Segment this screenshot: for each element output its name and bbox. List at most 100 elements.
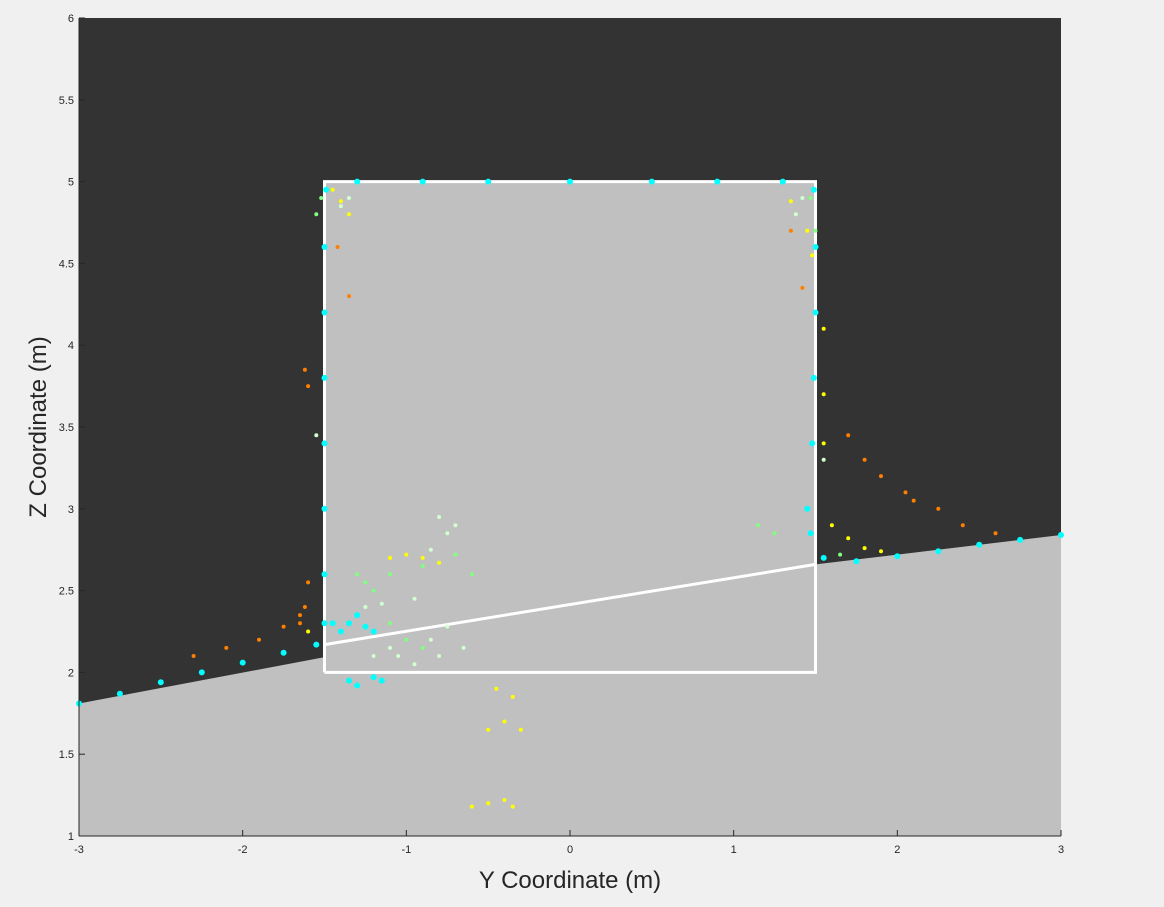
point xyxy=(306,580,311,585)
point xyxy=(445,624,450,629)
point xyxy=(821,326,826,331)
point xyxy=(510,694,515,699)
point xyxy=(321,440,328,447)
point xyxy=(354,178,361,185)
y-tick-label: 3 xyxy=(68,504,74,516)
point xyxy=(800,285,805,290)
point xyxy=(486,727,491,732)
y-tick-label: 3.5 xyxy=(59,422,74,434)
point xyxy=(813,228,818,233)
point xyxy=(347,294,351,299)
point xyxy=(567,178,573,185)
point xyxy=(388,555,392,560)
point xyxy=(302,605,307,609)
point xyxy=(800,196,805,200)
point xyxy=(396,654,401,658)
point xyxy=(371,654,376,658)
y-tick-label: 4.5 xyxy=(59,258,74,270)
point xyxy=(879,549,883,554)
point xyxy=(821,457,826,462)
x-tick-label: 3 xyxy=(1058,844,1064,856)
point xyxy=(911,498,916,503)
x-tick-label: -3 xyxy=(74,844,84,856)
point xyxy=(894,553,901,560)
y-axis-label: Z Coordinate (m) xyxy=(25,336,52,517)
point xyxy=(993,531,998,536)
point xyxy=(347,196,351,200)
point xyxy=(321,309,328,316)
point xyxy=(281,624,286,629)
point xyxy=(805,228,810,233)
point xyxy=(329,620,336,627)
point xyxy=(960,523,965,528)
y-axis: 1 1.5 2 2.5 3 3.5 4 4.5 5 5.5 6 xyxy=(59,13,85,843)
point xyxy=(323,186,330,193)
y-tick-label: 2 xyxy=(68,667,74,679)
point xyxy=(224,645,229,650)
point xyxy=(321,244,328,250)
reference-slope xyxy=(324,562,816,647)
point xyxy=(198,669,205,676)
point xyxy=(354,612,361,619)
point xyxy=(437,654,442,658)
y-tick-label: 5.5 xyxy=(59,95,74,107)
x-axis: -3 -2 -1 0 1 2 3 xyxy=(74,830,1064,856)
point xyxy=(419,178,426,185)
point xyxy=(846,433,851,438)
point xyxy=(319,196,324,200)
point xyxy=(379,601,384,606)
point xyxy=(420,564,425,569)
point xyxy=(330,187,335,192)
point xyxy=(335,245,340,249)
y-tick-label: 1.5 xyxy=(59,749,74,761)
point xyxy=(469,572,474,577)
point xyxy=(502,798,507,802)
point xyxy=(648,178,655,185)
y-tick-label: 2.5 xyxy=(59,586,74,598)
x-tick-label: 2 xyxy=(894,844,900,856)
point xyxy=(370,674,377,681)
point xyxy=(388,572,392,577)
series-pale xyxy=(314,196,826,667)
point xyxy=(807,530,814,537)
point xyxy=(853,558,860,565)
point xyxy=(338,204,343,209)
point xyxy=(821,441,826,446)
point xyxy=(469,804,474,809)
point xyxy=(412,596,417,601)
point xyxy=(378,677,385,684)
x-tick-label: -2 xyxy=(238,844,248,856)
point xyxy=(821,392,826,397)
point xyxy=(812,309,819,316)
point xyxy=(437,515,442,519)
x-axis-label: Y Coordinate (m) xyxy=(479,867,661,894)
point xyxy=(756,523,761,528)
point xyxy=(838,552,843,557)
point xyxy=(404,637,409,642)
y-tick-label: 5 xyxy=(68,177,74,189)
point xyxy=(793,212,798,217)
plot-area xyxy=(76,18,1064,836)
point xyxy=(157,679,164,686)
point xyxy=(191,654,196,658)
point xyxy=(337,628,344,635)
point xyxy=(239,659,246,666)
point xyxy=(354,682,361,689)
point xyxy=(518,727,523,732)
box-region xyxy=(324,181,816,673)
point xyxy=(306,629,311,634)
point xyxy=(779,178,786,185)
point xyxy=(355,572,360,577)
point xyxy=(445,531,450,536)
point xyxy=(461,645,466,650)
point xyxy=(313,641,320,648)
point xyxy=(362,623,369,630)
point xyxy=(453,552,458,557)
point xyxy=(347,212,351,217)
point xyxy=(788,228,793,233)
point xyxy=(371,588,376,593)
series-orange xyxy=(191,228,998,658)
point xyxy=(829,523,834,528)
point xyxy=(321,374,328,381)
point xyxy=(804,505,811,512)
